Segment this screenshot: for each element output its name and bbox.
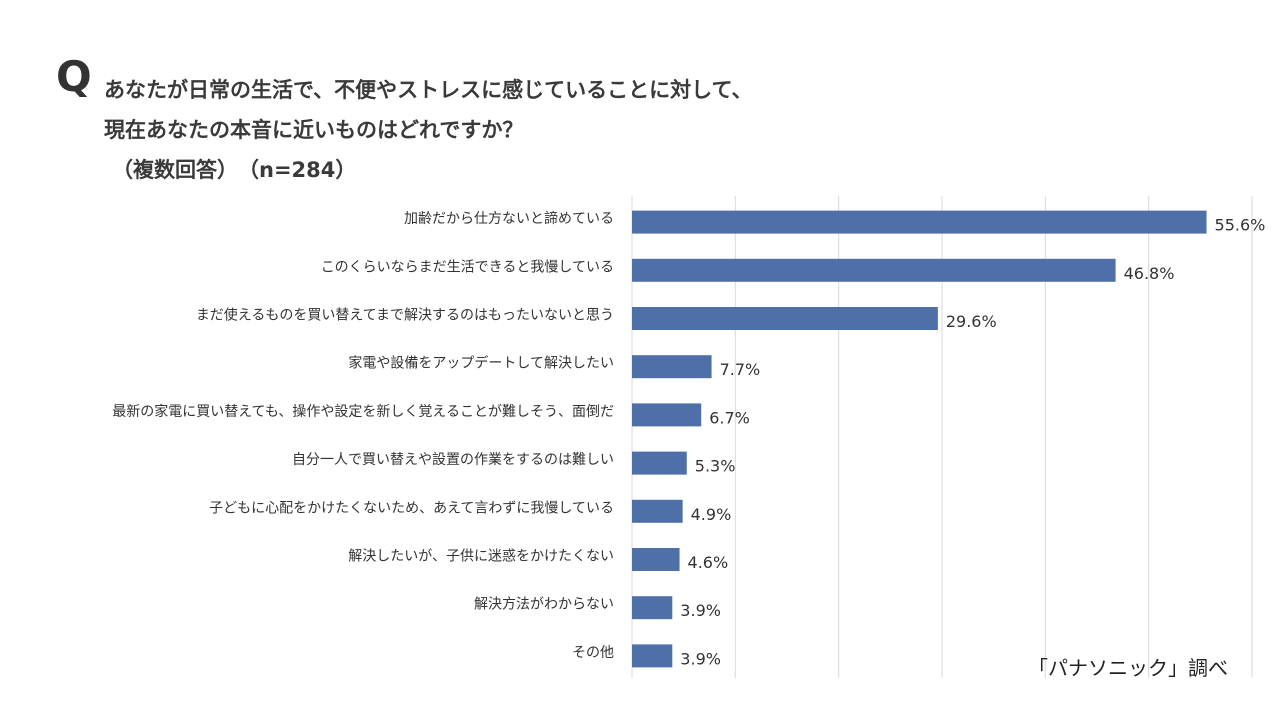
- data-label: 46.8%: [1124, 264, 1175, 283]
- data-label: 4.9%: [691, 505, 732, 524]
- category-label: その他: [572, 645, 614, 661]
- data-label: 4.6%: [688, 553, 729, 572]
- bar: [632, 499, 683, 523]
- bar: [632, 596, 673, 620]
- bar: [632, 403, 702, 427]
- source-credit: 「パナソニック」調べ: [1028, 656, 1228, 680]
- category-label: 子どもに心配をかけたくないため、あえて言わずに我慢している: [209, 499, 614, 516]
- bar: [632, 548, 680, 571]
- data-label: 55.6%: [1215, 216, 1266, 235]
- category-label: 最新の家電に買い替えても、操作や設定を新しく覚えることが難しそう、面倒だ: [112, 403, 614, 420]
- bar: [632, 258, 1116, 282]
- data-label: 5.3%: [695, 457, 736, 476]
- bar: [632, 307, 938, 330]
- data-label: 29.6%: [946, 312, 997, 331]
- category-label: 家電や設備をアップデートして解決したい: [348, 355, 614, 372]
- category-label: 解決したいが、子供に迷惑をかけたくない: [348, 549, 614, 565]
- category-label: まだ使えるものを買い替えてまで解決するのはもったいないと思う: [196, 307, 614, 324]
- question-note: （複数回答） （n=284）: [112, 158, 357, 182]
- category-label: 解決方法がわからない: [474, 597, 614, 613]
- bar: [632, 210, 1207, 234]
- data-label: 6.7%: [709, 408, 750, 427]
- question-mark: Q: [56, 52, 92, 101]
- category-label: このくらいならまだ生活できると我慢している: [321, 258, 614, 275]
- data-label: 3.9%: [680, 601, 721, 620]
- question-text-line1: あなたが日常の生活で、不便やストレスに感じていることに対して、: [104, 78, 753, 102]
- bar: [632, 451, 687, 475]
- question-text-line2: 現在あなたの本音に近いものはどれですか？: [104, 118, 524, 142]
- data-label: 7.7%: [720, 360, 761, 379]
- category-label: 自分一人で買い替えや設置の作業をするのは難しい: [292, 452, 614, 468]
- bar: [632, 644, 673, 668]
- data-label: 3.9%: [680, 649, 721, 668]
- category-label: 加齢だから仕方ないと諦めている: [404, 210, 614, 227]
- bar: [632, 355, 712, 379]
